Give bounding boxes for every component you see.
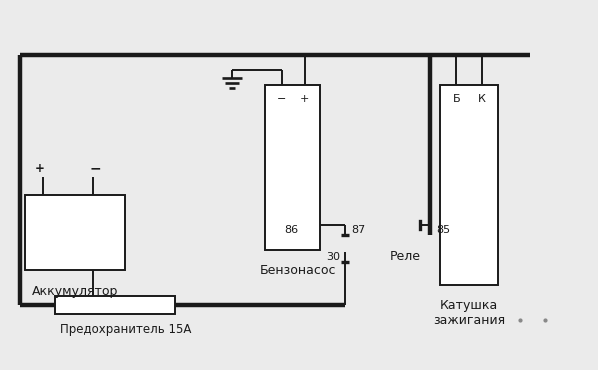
Text: Аккумулятор: Аккумулятор: [32, 286, 118, 299]
Bar: [25, 195, 125, 270]
Text: Б: Б: [453, 94, 460, 104]
Text: +: +: [300, 94, 309, 104]
Text: Реле: Реле: [390, 250, 421, 263]
Bar: [265, 85, 320, 250]
Text: Бензонасос: Бензонасос: [260, 263, 337, 276]
Text: −: −: [89, 161, 101, 175]
Text: 86: 86: [284, 225, 298, 235]
Text: Предохранитель 15А: Предохранитель 15А: [60, 323, 191, 336]
Text: К: К: [478, 94, 486, 104]
Text: 30: 30: [326, 252, 340, 262]
Text: −: −: [277, 94, 286, 104]
Bar: [440, 85, 498, 285]
Text: 85: 85: [436, 225, 450, 235]
Text: 87: 87: [351, 225, 365, 235]
Text: +: +: [35, 162, 45, 175]
Text: Катушка
зажигания: Катушка зажигания: [433, 299, 505, 327]
Bar: [55, 296, 175, 314]
